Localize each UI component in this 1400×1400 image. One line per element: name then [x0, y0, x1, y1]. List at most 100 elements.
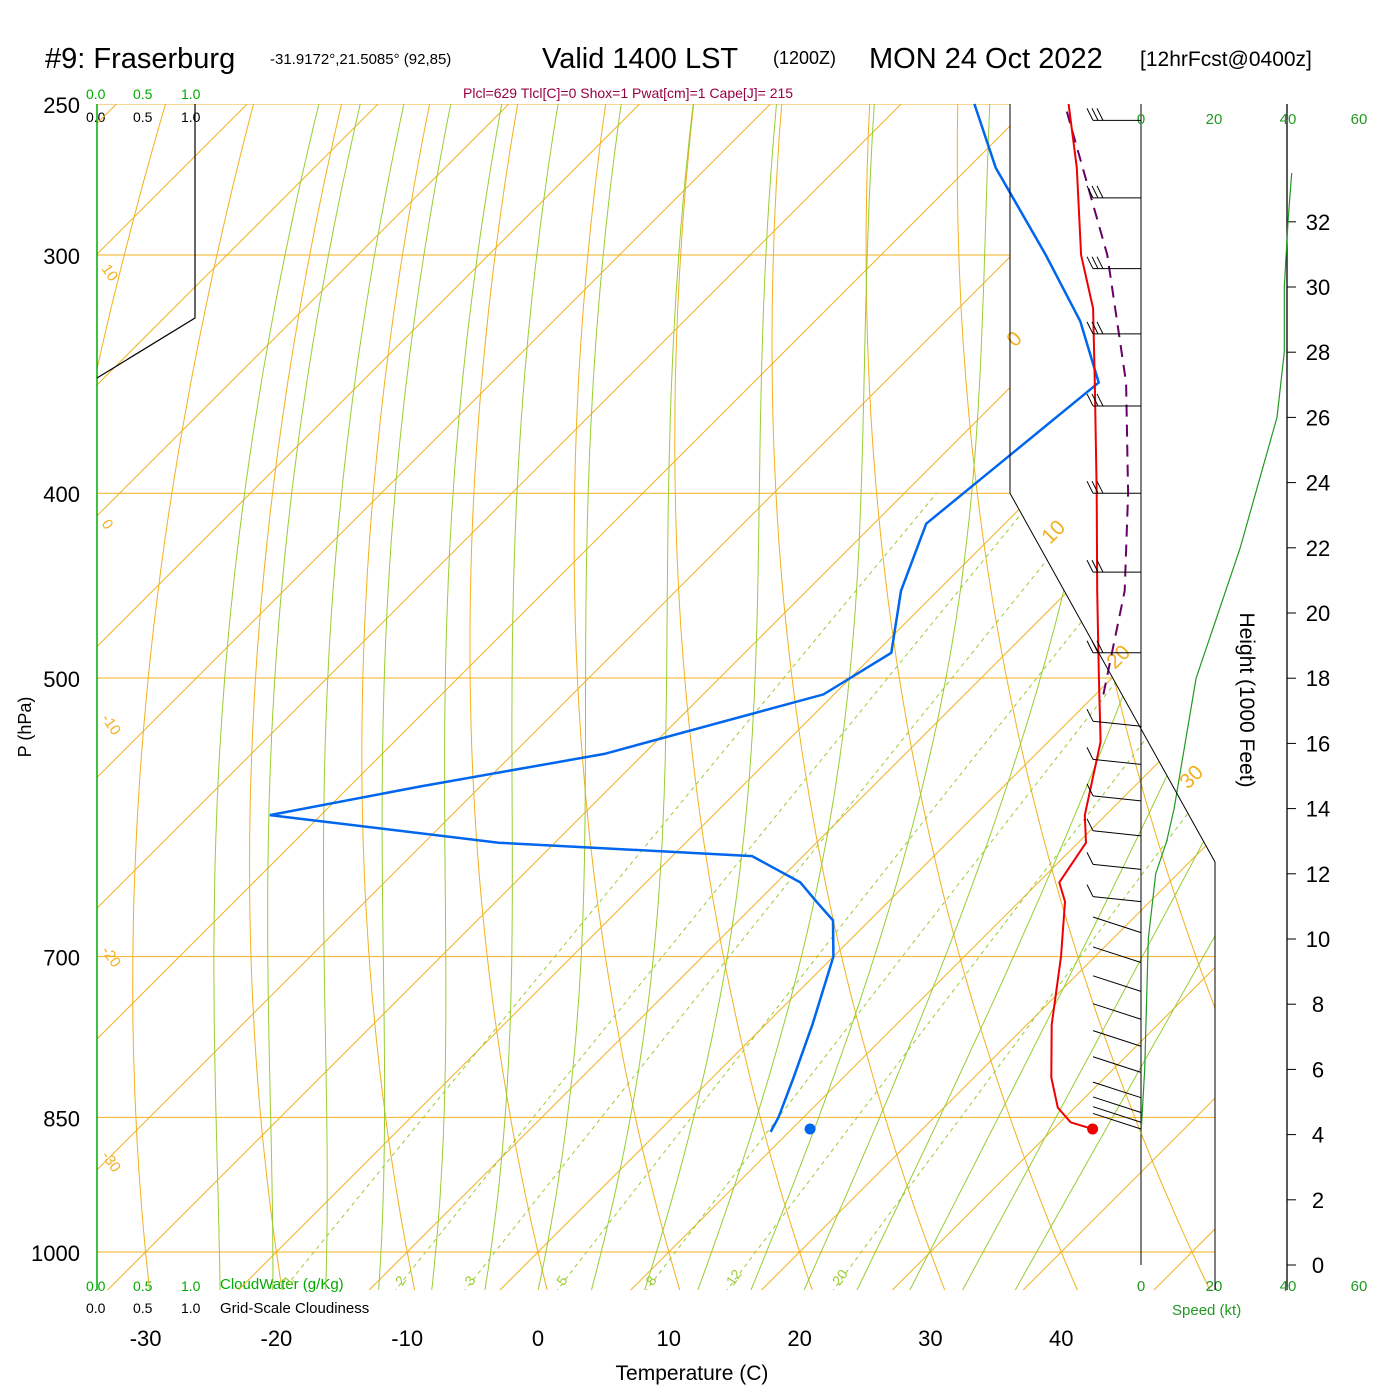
- dry-adiabat: [132, 104, 259, 1290]
- dry-adiabat: [573, 104, 686, 1290]
- speed-tick-top: 20: [1206, 111, 1223, 128]
- mixing-ratio-label: 3: [461, 1272, 479, 1288]
- wind-barb-feather: [1086, 321, 1094, 335]
- pressure-tick-label: 850: [43, 1106, 80, 1131]
- speed-tick-bottom: 60: [1351, 1278, 1368, 1295]
- cloudiness-scale-top: 0.0 0.5 1.0: [86, 109, 201, 125]
- wind-barb-feather: [1086, 783, 1094, 797]
- moist-adiabat: [1004, 104, 1215, 1290]
- mixing-ratio-line: [462, 492, 1102, 1290]
- dry-adiabat-label: 0: [98, 516, 117, 533]
- height-tick-label: 18: [1306, 666, 1330, 691]
- wind-barb-shaft: [1092, 946, 1142, 964]
- dewpoint-line: [269, 103, 1101, 1133]
- svg-text:1.0: 1.0: [181, 86, 201, 102]
- temperature-tick-label: 0: [532, 1326, 544, 1351]
- height-tick-label: 22: [1306, 536, 1330, 561]
- temperature-tick-label: -10: [391, 1326, 423, 1351]
- wind-barb: [1086, 256, 1141, 270]
- cloudiness-profile: [96, 104, 196, 379]
- moist-adiabat: [847, 104, 1215, 1290]
- plot-area: 1 2 3 5 8 12 20: [97, 104, 1215, 1290]
- wind-barb: [1092, 1106, 1142, 1123]
- speed-tick-top: 40: [1280, 111, 1297, 128]
- wind-barb: [1086, 818, 1142, 837]
- dry-adiabat-label: -10: [98, 711, 124, 739]
- wind-barb: [1086, 852, 1142, 870]
- isotherm-line: [220, 104, 1215, 1290]
- wind-barb: [1092, 1056, 1142, 1073]
- wind-barb-feather: [1096, 108, 1104, 121]
- wind-barb-feather: [1096, 640, 1104, 654]
- svg-text:0.0: 0.0: [86, 1300, 106, 1316]
- cloudiness-scale-bottom: 0.0 0.5 1.0 Grid-Scale Cloudiness: [86, 1300, 369, 1317]
- mixing-ratio-label: 8: [642, 1272, 660, 1288]
- wind-barb-feather: [1096, 256, 1104, 269]
- wind-barb: [1086, 185, 1141, 199]
- moist-adiabat: [323, 104, 409, 1290]
- sounding-profiles: [269, 103, 1130, 1135]
- isotherm-line: [97, 104, 1033, 1290]
- isotherm-line: [612, 104, 1215, 1290]
- moist-adiabat: [376, 104, 455, 1290]
- height-tick-label: 6: [1312, 1057, 1324, 1082]
- valid-zulu: (1200Z): [773, 48, 836, 68]
- mixing-ratio-label: 5: [553, 1272, 571, 1288]
- height-tick-label: 28: [1306, 340, 1330, 365]
- height-tick-label: 0: [1312, 1253, 1324, 1278]
- wind-barb-shaft: [1092, 720, 1142, 727]
- temperature-line: [1050, 103, 1102, 1130]
- wind-barb-feather: [1091, 256, 1099, 269]
- height-tick-label: 8: [1312, 992, 1324, 1017]
- moist-adiabat: [586, 104, 696, 1290]
- wind-barb-shaft: [1092, 1106, 1142, 1123]
- mixing-ratio-line: [644, 492, 1215, 1290]
- height-tick-label: 4: [1312, 1123, 1324, 1148]
- isotherm-line: [97, 104, 771, 1290]
- pressure-tick-label: 300: [43, 244, 80, 269]
- wind-barb-feather: [1091, 321, 1099, 335]
- moist-adiabat: [267, 104, 365, 1290]
- wind-barb: [1092, 946, 1142, 964]
- wind-barb-feather: [1086, 393, 1094, 407]
- height-axis-label: Height (1000 Feet): [1235, 612, 1258, 787]
- height-tick-label: 32: [1306, 210, 1330, 235]
- wind-barb-shaft: [1092, 863, 1142, 870]
- wind-barb-feather: [1086, 884, 1094, 897]
- wind-barb: [1086, 393, 1141, 407]
- speed-tick-bottom: 0: [1137, 1278, 1145, 1295]
- wind-barb-feather: [1096, 559, 1104, 573]
- wind-barb-feather: [1096, 393, 1104, 407]
- wind-barb: [1092, 1081, 1142, 1099]
- isotherm-line: [97, 104, 640, 1290]
- parcel-line: [1063, 103, 1130, 695]
- moist-adiabat: [743, 104, 991, 1290]
- wind-barb-feather: [1086, 185, 1094, 199]
- wind-barb-shaft: [1092, 1030, 1142, 1047]
- wind-barb-feather: [1086, 256, 1094, 269]
- speed-axis-label: Speed (kt): [1172, 1302, 1241, 1319]
- wind-barb-feather: [1096, 480, 1104, 494]
- dry-adiabat: [956, 104, 1215, 1290]
- wind-barb-feather: [1091, 108, 1099, 121]
- svg-text:1.0: 1.0: [181, 1278, 201, 1294]
- dry-adiabat: [865, 104, 1086, 1290]
- height-tick-label: 26: [1306, 405, 1330, 430]
- y-axis-label: P (hPa): [15, 697, 35, 758]
- isotherm-line: [97, 104, 1164, 1290]
- svg-text:0.0: 0.0: [86, 86, 106, 102]
- wind-speed-profile: [1140, 172, 1293, 1135]
- wind-barb-shaft: [1092, 795, 1142, 802]
- wind-barb: [1092, 1112, 1142, 1130]
- svg-text:0.5: 0.5: [133, 109, 153, 125]
- moist-adiabat-label: 10: [1037, 516, 1070, 549]
- surface-dewpoint-point: [804, 1123, 816, 1135]
- params-line: Plcl=629 Tlcl[C]=0 Shox=1 Pwat[cm]=1 Cap…: [463, 85, 793, 101]
- pressure-tick-label: 1000: [31, 1241, 80, 1266]
- dry-adiabat: [361, 104, 434, 1290]
- pressure-tick-label: 250: [43, 93, 80, 118]
- isotherm-line: [350, 104, 1215, 1290]
- svg-text:0.0: 0.0: [86, 109, 106, 125]
- mixing-ratio-label: 20: [829, 1266, 851, 1288]
